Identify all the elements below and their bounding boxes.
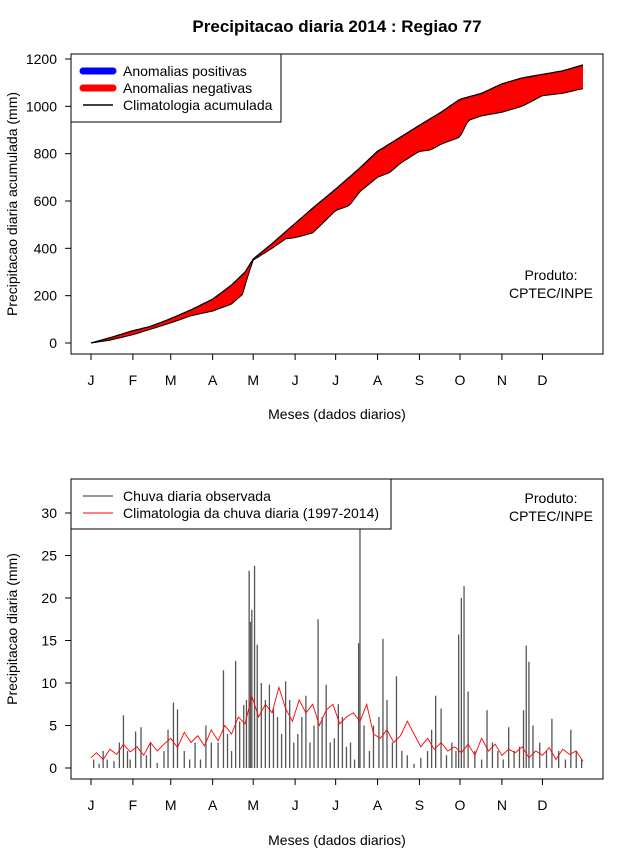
x-tick-label-top: O — [455, 372, 466, 388]
legend-label-observed: Chuva diaria observada — [123, 488, 271, 504]
x-tick-label-bottom: A — [208, 797, 218, 813]
climatology-accumulated-line — [90, 64, 584, 344]
y-tick-label-bottom: 30 — [41, 505, 57, 521]
x-tick-label-bottom: J — [88, 797, 95, 813]
y-tick-label-bottom: 15 — [41, 633, 57, 649]
x-axis-label-bottom: Meses (dados diarios) — [268, 832, 406, 848]
y-tick-label-top: 0 — [49, 335, 57, 351]
x-tick-label-bottom: N — [497, 797, 507, 813]
y-tick-label-top: 1200 — [26, 51, 57, 67]
y-tick-label-bottom: 20 — [41, 590, 57, 606]
y-axis-label-bottom: Precipitacao diaria (mm) — [4, 553, 20, 705]
x-tick-label-top: J — [332, 372, 339, 388]
legend-bottom: Chuva diaria observada Climatologia da c… — [70, 478, 392, 530]
x-tick-label-bottom: O — [455, 797, 466, 813]
legend-label-negative: Anomalias negativas — [123, 80, 252, 96]
y-tick-label-bottom: 25 — [41, 548, 57, 564]
legend-label-positive: Anomalias positivas — [123, 63, 247, 79]
x-tick-label-bottom: M — [247, 797, 259, 813]
legend-label-daily-climatology: Climatologia da chuva diaria (1997-2014) — [123, 505, 379, 521]
legend-box-bottom — [70, 478, 392, 530]
y-tick-label-bottom: 10 — [41, 675, 57, 691]
x-tick-label-bottom: A — [373, 797, 383, 813]
y-tick-label-bottom: 5 — [49, 718, 57, 734]
x-tick-label-bottom: J — [292, 797, 299, 813]
x-tick-label-top: J — [292, 372, 299, 388]
product-source-bottom: CPTEC/INPE — [509, 508, 593, 524]
negative-anomaly-area — [91, 64, 583, 344]
x-tick-label-top: M — [247, 372, 259, 388]
legend-label-climatology: Climatologia acumulada — [123, 97, 273, 113]
y-tick-label-top: 1000 — [26, 98, 57, 114]
x-axis-label-top: Meses (dados diarios) — [268, 406, 406, 422]
legend-top: Anomalias positivas Anomalias negativas … — [70, 53, 282, 123]
x-tick-label-bottom: M — [165, 797, 177, 813]
panel-daily: 0 5 10 15 20 25 30 J F M A M J J A S O N D Precipitacao d… — [4, 478, 604, 848]
anomaly-fill-group — [91, 64, 583, 344]
x-tick-label-top: A — [208, 372, 218, 388]
y-tick-label-top: 400 — [34, 240, 58, 256]
x-tick-label-bottom: S — [415, 797, 424, 813]
x-tick-label-top: M — [165, 372, 177, 388]
x-tick-label-top: D — [537, 372, 547, 388]
x-tick-label-bottom: J — [332, 797, 339, 813]
x-tick-label-top: N — [497, 372, 507, 388]
panel-accumulated: 0 200 400 600 800 1000 1200 J F M A M J J A S O N D Preci… — [4, 51, 604, 422]
product-label-top: Produto: — [525, 267, 578, 283]
x-tick-label-top: A — [373, 372, 383, 388]
figure-title: Precipitacao diaria 2014 : Regiao 77 — [192, 17, 481, 36]
product-label-bottom: Produto: — [525, 490, 578, 506]
y-axis-label-top: Precipitacao diaria acumulada (mm) — [4, 92, 20, 316]
y-tick-label-top: 800 — [34, 146, 58, 162]
x-tick-label-bottom: F — [129, 797, 138, 813]
plot-frame-top — [70, 53, 604, 355]
x-tick-label-bottom: D — [537, 797, 547, 813]
y-axis-bottom: 0 5 10 15 20 25 30 — [41, 505, 71, 776]
x-tick-label-top: J — [88, 372, 95, 388]
x-tick-label-top: S — [415, 372, 424, 388]
x-tick-label-top: F — [129, 372, 138, 388]
daily-climatology-line — [90, 685, 584, 762]
y-tick-label-top: 200 — [34, 288, 58, 304]
y-axis-top: 0 200 400 600 800 1000 1200 — [26, 51, 71, 351]
observed-accumulated-line — [90, 88, 584, 344]
y-tick-label-bottom: 0 — [49, 760, 57, 776]
y-tick-label-top: 600 — [34, 193, 58, 209]
product-source-top: CPTEC/INPE — [509, 285, 593, 301]
